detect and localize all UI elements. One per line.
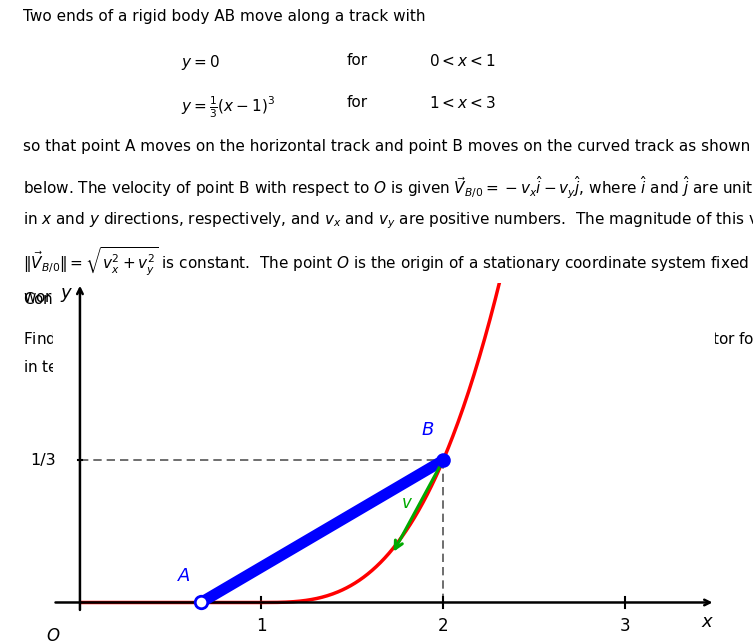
Text: Find the velocity of point A, $\vec{V}_{A/0}$, and the angular velocity of the r: Find the velocity of point A, $\vec{V}_{… [23, 327, 753, 351]
Text: $O$: $O$ [47, 627, 61, 643]
Text: Consider the moment of time when point B is located at $x = 2$.: Consider the moment of time when point B… [23, 289, 498, 309]
Text: in $x$ and $y$ directions, respectively, and $v_x$ and $v_y$ are positive number: in $x$ and $y$ directions, respectively,… [23, 210, 753, 231]
Text: 1: 1 [256, 617, 267, 635]
Text: $1 < x < 3$: $1 < x < 3$ [429, 95, 496, 111]
Text: 1/3: 1/3 [31, 453, 56, 468]
Text: in terms of $v_x$ and $v_y$.: in terms of $v_x$ and $v_y$. [23, 358, 185, 379]
Text: $y = 0$: $y = 0$ [181, 53, 219, 72]
Text: for: for [346, 53, 367, 68]
Text: $y = \frac{1}{3}(x - 1)^3$: $y = \frac{1}{3}(x - 1)^3$ [181, 95, 275, 120]
Text: 2: 2 [437, 617, 448, 635]
Text: Two ends of a rigid body AB move along a track with: Two ends of a rigid body AB move along a… [23, 9, 425, 24]
Text: world. The length of the rigid body (i.e., the distance between points A and B) : world. The length of the rigid body (i.e… [23, 281, 697, 311]
Text: $v$: $v$ [401, 494, 413, 512]
Text: $0 < x < 1$: $0 < x < 1$ [429, 53, 495, 69]
Text: 3: 3 [619, 617, 630, 635]
Text: below. The velocity of point B with respect to $O$ is given $\vec{V}_{B/0} = -v_: below. The velocity of point B with resp… [23, 174, 753, 201]
Text: so that point A moves on the horizontal track and point B moves on the curved tr: so that point A moves on the horizontal … [23, 139, 753, 154]
Text: $\|\vec{V}_{B/0}\| = \sqrt{v_x^2 + v_y^2}$ is constant.  The point $O$ is the or: $\|\vec{V}_{B/0}\| = \sqrt{v_x^2 + v_y^2… [23, 246, 753, 278]
Text: $y$: $y$ [59, 286, 73, 304]
Text: $x$: $x$ [701, 613, 714, 631]
Text: for: for [346, 95, 367, 110]
Text: $A$: $A$ [178, 567, 191, 585]
Text: $B$: $B$ [421, 421, 434, 439]
